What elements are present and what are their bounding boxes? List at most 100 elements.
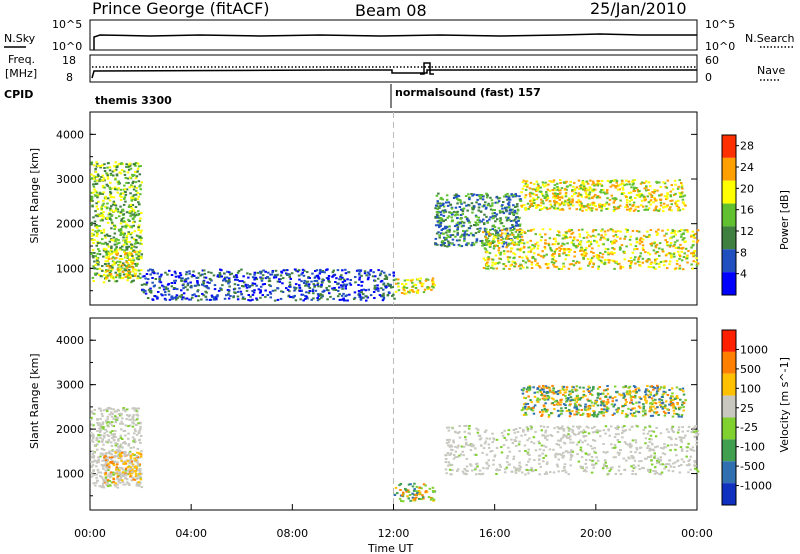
data-pixel [134, 274, 137, 277]
data-pixel [552, 179, 556, 182]
data-pixel [113, 165, 116, 168]
data-pixel [108, 169, 112, 172]
data-pixel [127, 425, 130, 428]
data-pixel [138, 429, 141, 432]
data-pixel [114, 485, 117, 488]
data-pixel [92, 437, 95, 440]
data-pixel [115, 217, 118, 219]
data-pixel [140, 181, 143, 184]
data-pixel [689, 455, 693, 458]
data-pixel [647, 258, 650, 260]
data-pixel [574, 245, 577, 247]
data-pixel [635, 238, 638, 241]
data-pixel [648, 234, 651, 237]
data-pixel [127, 231, 130, 234]
data-pixel [96, 233, 99, 235]
data-pixel [131, 173, 134, 176]
data-pixel [454, 456, 457, 459]
data-pixel [110, 433, 114, 436]
data-pixel [109, 269, 113, 272]
data-pixel [508, 201, 511, 204]
data-pixel [530, 468, 533, 471]
data-pixel [672, 399, 675, 402]
data-pixel [372, 291, 376, 293]
data-pixel [650, 459, 653, 462]
data-pixel [696, 429, 700, 432]
data-pixel [107, 256, 110, 258]
data-pixel [626, 229, 629, 232]
data-pixel [91, 205, 94, 208]
data-pixel [195, 276, 198, 279]
data-pixel [572, 386, 575, 389]
data-pixel [567, 433, 570, 436]
data-pixel [582, 435, 586, 437]
data-pixel [128, 266, 131, 269]
data-pixel [654, 268, 657, 270]
data-pixel [541, 228, 545, 231]
data-pixel [522, 204, 526, 207]
data-pixel [571, 239, 575, 242]
data-pixel [652, 266, 656, 269]
data-pixel [115, 207, 118, 210]
data-pixel [613, 239, 616, 242]
data-pixel [597, 267, 600, 270]
data-pixel [276, 298, 280, 301]
data-pixel [567, 430, 571, 432]
data-pixel [132, 422, 135, 425]
data-pixel [690, 431, 693, 434]
data-pixel [392, 271, 395, 274]
data-pixel [496, 218, 499, 221]
data-pixel [174, 275, 178, 278]
data-pixel [572, 264, 576, 267]
data-pixel [512, 219, 515, 222]
data-pixel [621, 180, 624, 183]
data-pixel [534, 449, 538, 452]
data-pixel [631, 251, 635, 254]
data-pixel [565, 236, 568, 239]
data-pixel [561, 242, 564, 245]
data-pixel [453, 194, 456, 197]
data-pixel [463, 467, 466, 470]
data-pixel [138, 173, 142, 176]
data-pixel [447, 426, 451, 429]
data-pixel [580, 246, 583, 249]
data-pixel [513, 261, 517, 264]
data-pixel [337, 289, 340, 292]
data-pixel [118, 194, 122, 197]
nsky-tick-bottom: 10^0 [52, 40, 82, 53]
data-pixel [94, 484, 97, 487]
data-pixel [112, 436, 115, 439]
data-pixel [226, 270, 229, 273]
data-pixel [149, 291, 153, 294]
data-pixel [438, 226, 441, 229]
data-pixel [522, 414, 526, 416]
data-pixel [670, 428, 673, 431]
data-pixel [342, 292, 345, 295]
data-pixel [568, 228, 571, 231]
data-pixel [119, 229, 123, 232]
data-pixel [453, 214, 457, 217]
data-pixel [683, 229, 686, 232]
data-pixel [632, 204, 635, 206]
data-pixel [124, 461, 127, 464]
data-pixel [510, 211, 514, 214]
data-pixel [507, 235, 510, 238]
data-pixel [491, 209, 495, 212]
data-pixel [487, 459, 490, 462]
data-pixel [680, 182, 683, 184]
data-pixel [119, 272, 122, 275]
data-pixel [514, 236, 518, 238]
data-pixel [223, 278, 226, 281]
data-pixel [646, 208, 649, 211]
data-pixel [113, 460, 116, 463]
data-pixel [475, 241, 478, 244]
data-pixel [232, 296, 235, 299]
data-pixel [485, 453, 489, 456]
data-pixel [611, 247, 614, 249]
data-pixel [613, 179, 616, 182]
data-pixel [116, 449, 119, 452]
data-pixel [519, 466, 522, 469]
data-pixel [485, 238, 488, 241]
data-pixel [325, 277, 329, 279]
